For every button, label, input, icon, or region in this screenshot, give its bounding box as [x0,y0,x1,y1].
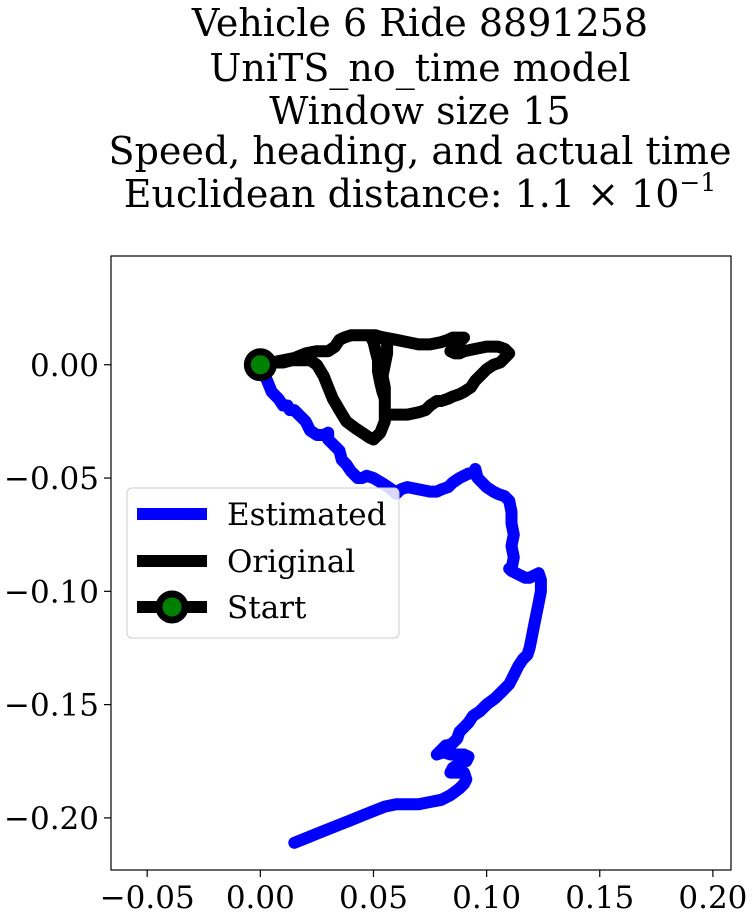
legend-frame [126,487,400,639]
chart-title: Vehicle 6 Ride 8891258 UniTS_no_time mod… [109,1,732,216]
y-tick-label: −0.15 [4,688,99,724]
series-original-line [254,329,516,446]
y-tick-label: −0.10 [4,574,99,610]
x-tick-label: −0.05 [100,880,195,916]
x-axis: −0.05 0.00 0.05 0.10 0.15 0.20 [100,870,747,916]
x-tick-label: 0.00 [226,880,295,916]
legend-original-label: Original [227,544,355,580]
series-layer [243,329,547,849]
title-exponent: −1 [679,168,716,197]
x-tick-label: 0.15 [565,880,634,916]
y-axis: 0.00 −0.05 −0.10 −0.15 −0.20 [4,348,111,837]
title-line-5-main: Euclidean distance: 1.1 × 10 [124,172,680,216]
legend-start-label: Start [227,590,307,626]
plot-frame [110,255,732,871]
legend-start-marker [155,590,189,624]
title-line-2: UniTS_no_time model [209,46,630,91]
legend-estimated-label: Estimated [227,497,386,533]
x-tick-label: 0.05 [339,880,408,916]
y-tick-label: −0.20 [4,801,99,837]
title-line-3: Window size 15 [269,89,570,133]
title-line-5: Euclidean distance: 1.1 × 10−1 [124,168,717,216]
start-marker [243,348,277,382]
y-tick-label: −0.05 [4,461,99,497]
x-tick-label: 0.10 [452,880,521,916]
series-estimated-line [254,358,547,849]
title-line-4: Speed, heading, and actual time [109,129,732,173]
title-line-1: Vehicle 6 Ride 8891258 [191,1,648,45]
legend: Estimated Original Start [126,487,400,639]
y-tick-label: 0.00 [30,348,99,384]
x-tick-label: 0.20 [678,880,747,916]
